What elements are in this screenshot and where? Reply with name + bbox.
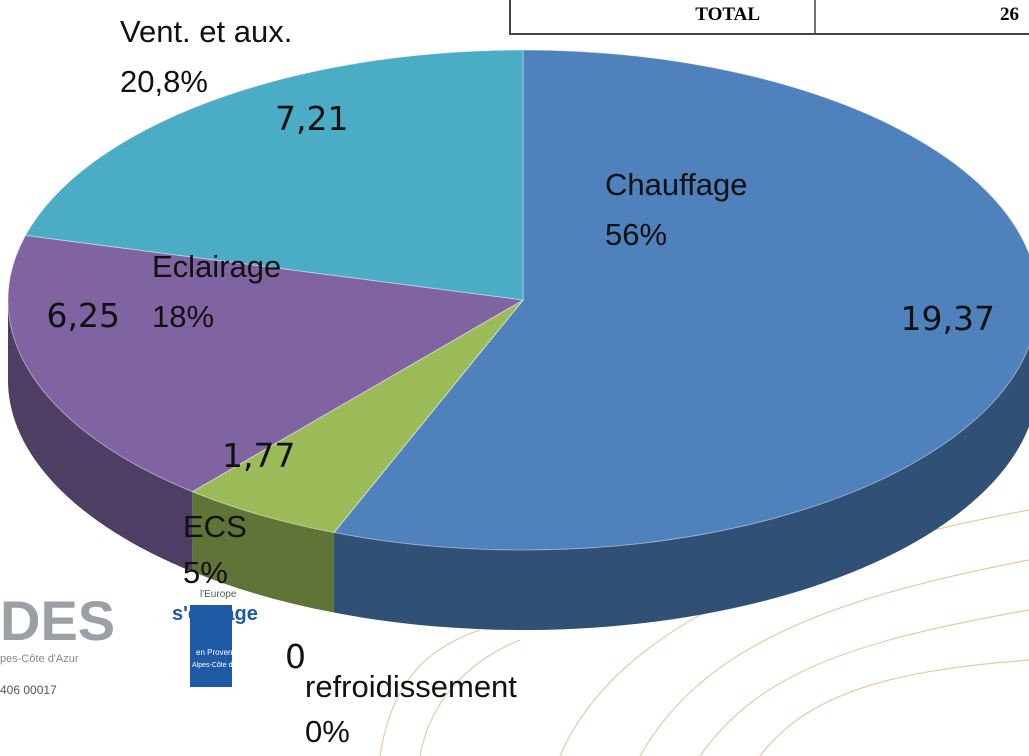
logo-text: DES xyxy=(0,589,115,652)
percentage-label: 20,8% xyxy=(120,64,208,99)
percentage-label: 0% xyxy=(305,714,350,749)
slice xyxy=(7,234,525,493)
pie xyxy=(7,49,1029,630)
slice xyxy=(333,299,524,533)
table-value: 26 xyxy=(1000,4,1019,25)
slice-side-shade xyxy=(8,300,193,572)
europe-logo xyxy=(190,605,232,687)
logo-region: pes-Côte d'Azur xyxy=(0,653,79,665)
value-label: 7,21 xyxy=(275,99,348,138)
value-label: 0 xyxy=(285,637,306,676)
europe-top: l'Europe xyxy=(200,589,237,600)
category-label: Chauffage xyxy=(605,167,748,202)
slice xyxy=(191,299,524,534)
europe-line2: Alpes-Côte d'Azur xyxy=(192,662,249,669)
slice-side-shade xyxy=(192,491,334,613)
slice-side xyxy=(333,346,1029,630)
category-label: Vent. et aux. xyxy=(120,14,292,49)
category-label: Eclairage xyxy=(152,249,281,284)
percentage-label: 18% xyxy=(152,299,214,334)
table xyxy=(509,0,1029,35)
europe-main: s'engage xyxy=(172,603,258,625)
percentage-label: 5% xyxy=(183,555,228,590)
labels: Chauffage 56% 19,37 refroidissement 0% 0 ECS 5%… xyxy=(47,14,995,749)
value-label: 6,25 xyxy=(47,296,120,335)
value-label: 1,77 xyxy=(222,436,295,475)
slice-side-shade xyxy=(333,346,1029,630)
table-label: TOTAL xyxy=(695,4,760,25)
slice xyxy=(24,49,524,301)
category-label: ECS xyxy=(183,509,247,544)
logo-number: 406 00017 xyxy=(0,683,57,697)
category-label: refroidissement xyxy=(305,669,517,704)
percentage-label: 56% xyxy=(605,217,667,252)
value-label: 19,37 xyxy=(901,299,995,338)
slice-side xyxy=(8,300,193,572)
slice-side xyxy=(192,491,334,613)
europe-line1: en Provence xyxy=(196,648,241,657)
